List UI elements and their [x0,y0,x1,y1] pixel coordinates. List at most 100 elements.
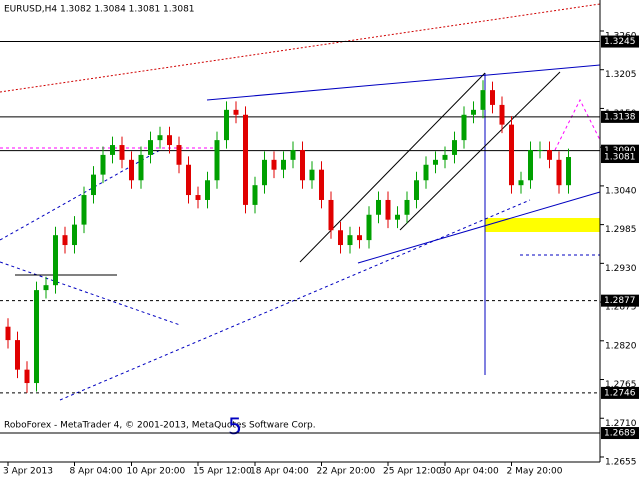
candle-body [129,159,134,181]
candle-body [537,149,543,151]
y-tick-label: 1.2765 [605,380,637,390]
x-tick-label: 15 Apr 12:00 [193,467,252,477]
candle-body [300,149,305,181]
candle-body [423,164,429,181]
x-tick-label: 8 Apr 04:00 [70,467,123,477]
level-label: 1.2689 [604,429,636,439]
level-label-box [601,294,639,307]
level-label: 1.3245 [604,37,636,47]
y-tick-label: 1.2820 [605,341,637,351]
level-label-box [601,110,639,123]
candle-body [72,224,77,246]
candle-body [319,169,324,200]
target-zone [485,218,600,232]
x-tick-label: 22 Apr 20:00 [317,467,376,477]
candle-body [138,154,144,181]
candle-body [518,180,524,186]
candle-body [366,214,372,241]
candle-body [110,145,115,155]
candle-body [81,195,87,225]
candle-body [195,195,201,200]
candle-body [357,235,362,241]
y-tick-label: 1.2655 [605,457,637,467]
candle-body [91,174,96,196]
candle-body [499,104,505,125]
candle-body [414,180,419,200]
level-label: 1.2877 [604,296,636,306]
candle-body [157,135,163,141]
x-tick-label: 2 May 20:00 [507,467,563,477]
candle-body [490,90,495,105]
candle-body [214,140,220,181]
candle-body [186,164,191,196]
candle-body [62,235,68,246]
candle-body [281,159,286,170]
red-channel-line [0,3,601,93]
chart-title: EURUSD,H4 1.3082 1.3084 1.3081 1.3081 [4,5,195,15]
candle-body [509,124,514,186]
candle-body [328,199,334,231]
candle-body [205,180,210,200]
candle-body [442,154,448,160]
candle-body [395,214,400,220]
y-tick-label: 1.3205 [605,70,637,80]
x-tick-label: 30 Apr 04:00 [440,467,499,477]
candle-body [148,140,153,155]
level-label: 1.2746 [604,388,636,398]
level-label-box [601,427,639,440]
level-label-box [601,35,639,48]
x-tick-label: 3 Apr 2013 [3,467,53,477]
candle-body [271,159,277,170]
level-label: 1.3081 [604,153,636,163]
candle-body [433,159,438,165]
candle-body [404,199,410,215]
candle-body [471,109,476,115]
y-tick-label: 1.2985 [605,225,637,235]
candle-body [167,135,172,146]
candle-body [290,149,296,160]
candle-body [5,326,11,341]
candle-body [43,285,49,291]
candle-body [224,109,229,141]
candle-body [262,159,267,186]
y-tick-label: 1.3040 [605,186,637,196]
y-tick-label: 1.2875 [605,303,637,313]
projection [554,98,601,151]
candle-body [556,159,562,186]
candle-body [528,149,533,181]
wave-label: 5 [228,415,242,440]
x-tick-label: 10 Apr 20:00 [127,467,186,477]
x-tick-label: 25 Apr 12:00 [383,467,442,477]
candle-body [385,199,391,220]
x-tick-label: 18 Apr 04:00 [250,467,309,477]
dashed-trend [59,199,531,401]
y-tick-label: 1.2930 [605,264,637,274]
candle-body [34,290,39,384]
candle-body [24,369,30,384]
level-label-box [601,151,639,164]
dashed-trend [0,261,181,326]
candle-body [547,149,552,160]
candle-body [233,109,239,115]
candle-body [461,114,467,141]
candle-body [252,185,258,205]
candle-body [100,154,106,175]
trend-line [357,191,601,264]
candle-body [119,145,125,160]
candle-body [480,90,486,110]
candle-body [338,230,343,246]
level-label-box [601,386,639,399]
candle-body [176,145,182,165]
candle-body [566,157,571,186]
y-tick-label: 1.2710 [605,419,637,429]
candle-body [53,235,58,286]
candle-body [376,199,381,215]
trend-line [206,64,601,101]
candle-body [15,340,20,370]
candle-body [452,140,457,155]
candle-body [243,114,248,205]
footer: RoboForex - MetaTrader 4, © 2001-2013, M… [4,421,316,431]
